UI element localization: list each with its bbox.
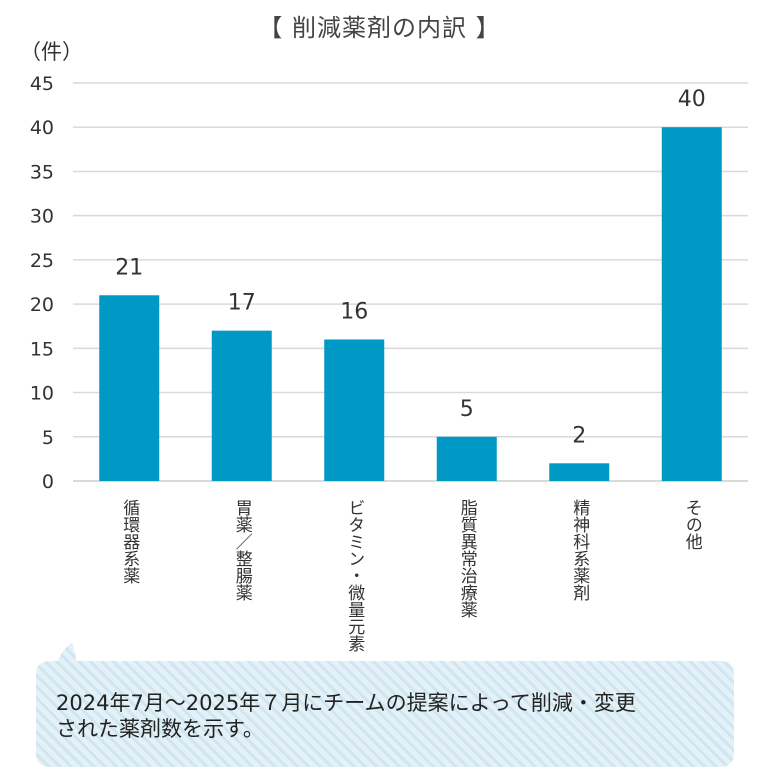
x-category-label: その他	[682, 499, 703, 550]
bar	[99, 295, 160, 481]
data-label: 2	[572, 423, 586, 448]
y-tick-label: 40	[30, 117, 54, 139]
x-category-label: 脂質異常治療薬	[457, 499, 478, 618]
bar	[549, 463, 610, 481]
note-line-2: された薬剤数を示す。	[56, 717, 264, 741]
y-tick-label: 10	[30, 383, 54, 405]
note-line-1: 2024年7月～2025年７月にチームの提案によって削減・変更	[56, 691, 636, 715]
bar	[661, 127, 722, 481]
y-tick-labels: 0 5 10 15 20 25 30 35 40 45	[30, 73, 54, 493]
x-category-labels: 循環器系薬 胃薬／整腸薬 ビタミン・微量元素 脂質異常治療薬 精神科系薬剤 その他	[119, 499, 702, 652]
y-tick-label: 0	[42, 471, 54, 493]
y-axis-unit-label: （件）	[20, 40, 83, 64]
note-callout	[36, 643, 734, 767]
data-label: 21	[115, 255, 143, 280]
data-label: 17	[228, 291, 256, 316]
x-category-label: 循環器系薬	[119, 499, 140, 584]
bar	[211, 330, 272, 481]
bar	[436, 436, 497, 481]
y-tick-label: 30	[30, 206, 54, 228]
bars	[99, 127, 722, 481]
y-tick-label: 25	[30, 250, 54, 272]
y-tick-label: 20	[30, 294, 54, 316]
y-tick-label: 15	[30, 338, 54, 360]
y-tick-label: 5	[42, 427, 54, 449]
data-label: 5	[460, 397, 474, 422]
x-category-label: ビタミン・微量元素	[344, 499, 365, 652]
bar	[324, 339, 385, 481]
grid-lines	[73, 82, 748, 482]
data-label: 40	[678, 87, 706, 112]
y-tick-label: 45	[30, 73, 54, 95]
data-label: 16	[340, 299, 368, 324]
y-tick-label: 35	[30, 161, 54, 183]
data-labels: 21 17 16 5 2 40	[115, 87, 706, 448]
x-category-label: 胃薬／整腸薬	[232, 499, 253, 601]
note-text: 2024年7月～2025年７月にチームの提案によって削減・変更 された薬剤数を示…	[56, 690, 716, 742]
chart-title: 【 削減薬剤の内訳 】	[258, 14, 501, 42]
x-category-label: 精神科系薬剤	[569, 499, 590, 602]
